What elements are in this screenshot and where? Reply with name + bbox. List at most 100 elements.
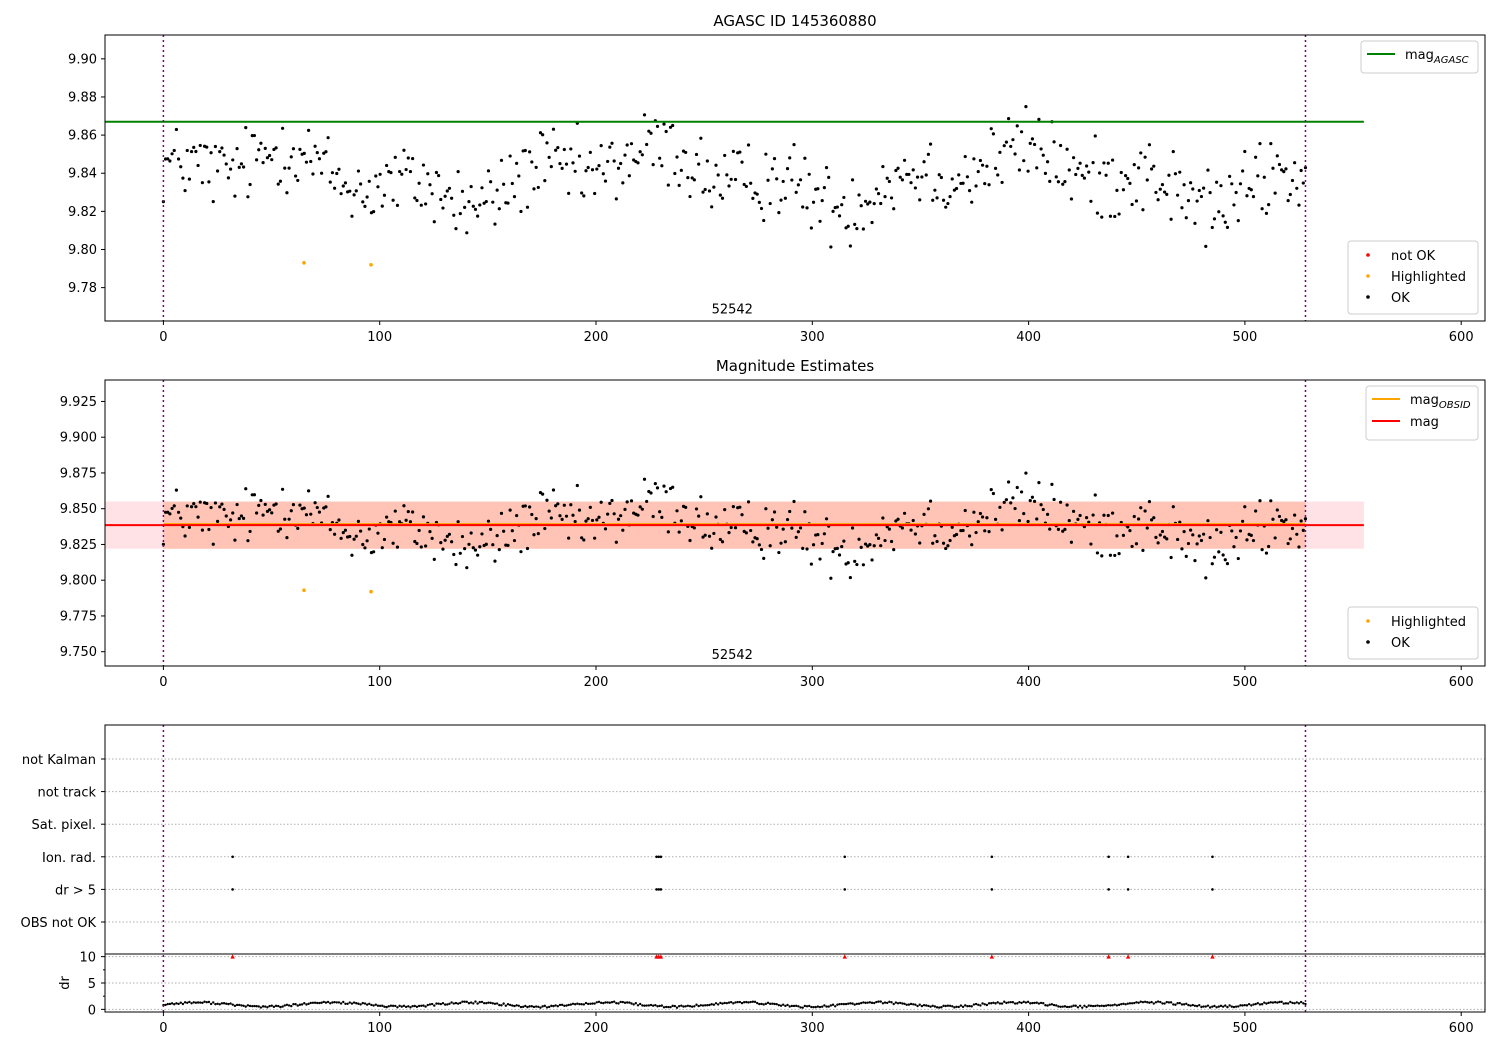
dr-data-point <box>257 1005 260 1008</box>
ok-data-point <box>465 566 469 570</box>
ok-data-point <box>1132 163 1136 167</box>
ok-data-point <box>406 509 410 514</box>
ok-data-point <box>1063 180 1067 184</box>
ok-data-point <box>1212 555 1217 559</box>
ok-data-point <box>1195 542 1199 546</box>
ok-data-point <box>642 477 647 481</box>
ok-data-point <box>1245 538 1249 542</box>
dr-data-point <box>179 1001 182 1004</box>
ok-data-point <box>1184 554 1188 558</box>
ok-data-point <box>1002 144 1006 148</box>
ok-data-point <box>861 227 865 231</box>
ok-data-point <box>1230 529 1234 533</box>
dr-data-point <box>1297 1002 1301 1005</box>
dr-data-point <box>205 1000 208 1004</box>
ok-data-point <box>889 539 894 544</box>
ok-data-point <box>343 528 348 532</box>
dr-data-point <box>938 1006 941 1009</box>
dr-data-point <box>482 1001 486 1005</box>
flag-marker <box>1211 888 1214 891</box>
legend-label-text: mag <box>1405 48 1434 63</box>
ok-data-point <box>883 195 887 199</box>
ok-data-point <box>549 165 553 169</box>
dr-data-point <box>931 1004 934 1008</box>
ok-data-point <box>187 525 192 530</box>
ok-data-point <box>1056 527 1061 532</box>
dr-data-point <box>623 1001 627 1004</box>
ok-data-point <box>935 196 939 200</box>
x-tick-label: 500 <box>1232 1021 1257 1036</box>
ok-data-point <box>816 187 820 191</box>
ok-data-point <box>954 186 959 191</box>
dr-data-point <box>1271 1001 1275 1004</box>
ok-data-point <box>1019 490 1024 494</box>
dr-data-point <box>190 1002 193 1005</box>
dr-data-point <box>491 1002 495 1005</box>
ok-data-point <box>595 167 599 171</box>
ok-data-point <box>902 158 907 162</box>
ok-data-point <box>447 532 452 536</box>
dr-data-point <box>667 1005 670 1009</box>
ok-data-point <box>822 186 826 190</box>
dr-data-point <box>777 1003 781 1007</box>
dr-data-point <box>513 1004 516 1008</box>
ok-data-point <box>547 155 551 159</box>
dr-data-point <box>855 1002 859 1006</box>
dr-data-point <box>1143 1000 1147 1004</box>
legend-marker-swatch <box>1366 274 1370 278</box>
dr-data-point <box>1031 1001 1034 1005</box>
magnitude-estimates-panel: Magnitude Estimates525429.7509.7759.8009… <box>60 357 1486 690</box>
ok-data-point <box>777 550 781 555</box>
dr-data-point <box>834 1005 837 1008</box>
ok-data-point <box>367 527 371 531</box>
ok-data-point <box>1145 526 1149 530</box>
ok-data-point <box>326 494 330 498</box>
dr-data-point <box>1226 1005 1229 1009</box>
ok-data-point <box>967 188 972 193</box>
dr-data-point <box>1187 1003 1190 1007</box>
dr-data-point <box>1096 1004 1099 1007</box>
ok-data-point <box>625 143 629 147</box>
ok-data-point <box>965 175 970 179</box>
dr-data-point <box>350 1002 354 1005</box>
ok-data-point <box>1223 220 1227 224</box>
dr-data-point <box>920 1004 924 1008</box>
ok-data-point <box>941 198 946 202</box>
dr-data-point <box>238 1003 241 1007</box>
ok-data-point <box>211 199 215 204</box>
ok-data-point <box>616 166 621 170</box>
ok-data-point <box>408 169 413 174</box>
ok-data-point <box>1115 534 1119 538</box>
ok-data-point <box>235 502 239 507</box>
ok-data-point <box>415 198 419 203</box>
ok-data-point <box>1186 199 1191 203</box>
ok-data-point <box>593 536 597 540</box>
legend-marker-swatch <box>1366 295 1370 299</box>
legend-label: Highlighted <box>1391 270 1466 285</box>
ok-data-point <box>1284 518 1288 522</box>
legend-label: magOBSID <box>1410 393 1471 411</box>
dr-data-point <box>738 1000 742 1004</box>
ok-data-point <box>898 175 902 179</box>
ok-data-point <box>328 180 332 184</box>
ok-data-point <box>1104 173 1108 177</box>
ok-data-point <box>534 516 538 521</box>
ok-data-point <box>233 194 237 198</box>
dr-data-point <box>680 1004 683 1007</box>
ok-data-point <box>1241 169 1245 173</box>
ok-data-point <box>807 172 811 176</box>
dr-data-point <box>1150 1000 1153 1004</box>
ok-data-point <box>491 543 495 547</box>
dr-data-point <box>175 1002 178 1005</box>
ok-data-point <box>915 175 920 179</box>
ok-data-point <box>684 150 688 155</box>
dr-data-point <box>365 1003 369 1006</box>
ok-data-point <box>729 525 733 530</box>
ok-data-point <box>768 201 772 206</box>
ok-data-point <box>1139 151 1143 155</box>
ok-data-point <box>1011 138 1015 142</box>
ok-data-point <box>1097 171 1102 175</box>
dr-data-point <box>881 1002 885 1005</box>
ok-data-point <box>896 517 900 521</box>
ok-data-point <box>740 513 744 517</box>
